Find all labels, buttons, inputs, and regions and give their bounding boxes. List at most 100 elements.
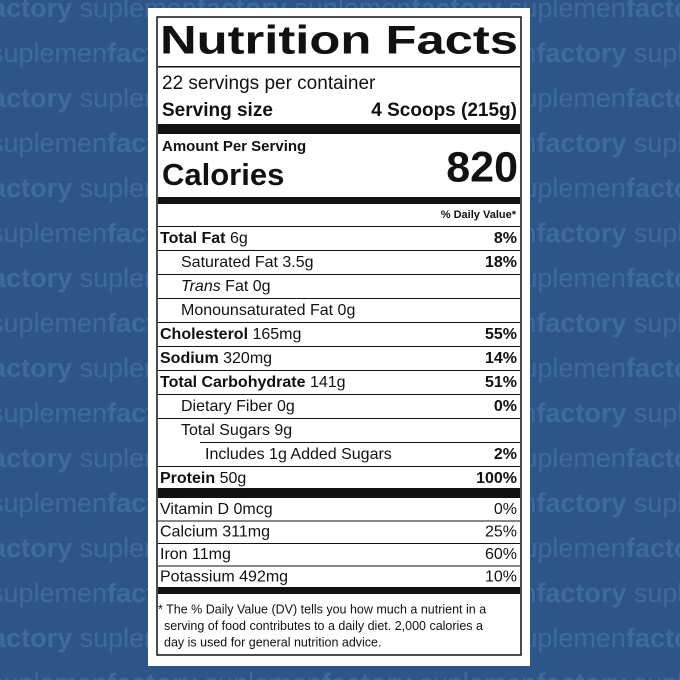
watermark-gap (197, 668, 205, 680)
nutrient-dv: 18% (485, 254, 517, 271)
nutrient: Total Sugars 9g (181, 422, 292, 439)
nutrient: Total Carbohydrate 141g (160, 374, 346, 391)
footnote: * The % Daily Value (DV) tells you how m… (158, 602, 486, 649)
thick-bar (158, 124, 520, 134)
watermark-light: suplemen (634, 308, 680, 338)
watermark-light: suplemen (0, 308, 107, 338)
title: Nutrition Facts (160, 19, 518, 63)
watermark-bold: factory (0, 173, 72, 203)
nutrient: Includes 1g Added Sugars (205, 446, 392, 463)
watermark-bold: factory (626, 623, 680, 653)
watermark-light: suplemen (634, 128, 680, 158)
nutrient-name: Includes 1g Added Sugars (205, 446, 392, 463)
vitamin-dv: 25% (485, 524, 517, 541)
row-rule (200, 442, 520, 443)
nutrient-dv: 51% (485, 374, 517, 391)
row-rule (158, 520, 520, 522)
watermark-bold: factory (626, 83, 680, 113)
nutrient-dv: 55% (485, 326, 517, 343)
row-rule (158, 346, 520, 347)
vitamin-name: Vitamin D (160, 501, 229, 518)
footnote-line: day is used for general nutrition advice… (164, 635, 382, 649)
nutrient: Monounsaturated Fat 0g (181, 302, 355, 319)
nutrient-dv: 100% (476, 470, 517, 487)
nutrient-amount: 0g (277, 398, 295, 415)
nutrient-amount: 141g (310, 374, 346, 391)
nutrient-name: Monounsaturated Fat (181, 302, 334, 319)
nutrient-dv: 0% (494, 398, 517, 415)
nutrient-name: Sodium (160, 350, 219, 367)
nutrient-dv: 8% (494, 230, 517, 247)
nutrient-dv: 14% (485, 350, 517, 367)
watermark-light: suplemen (634, 398, 680, 428)
watermark-bold: factory (536, 578, 626, 608)
nutrient-amount: 0g (338, 302, 356, 319)
watermark-bold: factory (0, 353, 72, 383)
thick-bar (158, 587, 520, 594)
watermark-bold: factory (626, 353, 680, 383)
watermark-bold: factory (107, 668, 197, 680)
row-rule (158, 250, 520, 251)
dv-header: % Daily Value* (441, 209, 517, 221)
watermark-light: suplemen (509, 0, 626, 23)
row-rule (158, 370, 520, 371)
vitamin: Vitamin D 0mcg (160, 501, 273, 518)
watermark-gap (626, 38, 634, 68)
nutrient: Total Fat 6g (160, 230, 248, 247)
nutrient-name: Fat (225, 278, 249, 295)
watermark-bold: factory (536, 398, 626, 428)
label-panel (148, 8, 530, 666)
watermark-gap (626, 578, 634, 608)
vitamin-name: Calcium (160, 524, 218, 541)
nutrient-name: Cholesterol (160, 326, 248, 343)
nutrient-amount: 165mg (252, 326, 301, 343)
watermark-gap (626, 488, 634, 518)
calories: 820 (446, 143, 518, 191)
watermark-light: suplemen (0, 38, 107, 68)
vitamin-amount: 0mcg (234, 501, 273, 518)
nutrient: Dietary Fiber 0g (181, 398, 295, 415)
row-rule (158, 466, 520, 467)
watermark-light: suplemen (0, 668, 107, 680)
vitamin: Calcium 311mg (160, 524, 270, 541)
watermark-light: suplemen (0, 398, 107, 428)
watermark-light: suplemen (0, 578, 107, 608)
nutrient-amount: 9g (274, 422, 292, 439)
calories-label: Calories (162, 157, 284, 192)
watermark-bold: factory (626, 533, 680, 563)
amount-per-serving: Amount Per Serving (162, 138, 306, 155)
nutrient: Saturated Fat 3.5g (181, 254, 314, 271)
vitamin-name: Potassium (160, 569, 235, 586)
watermark-bold: factory (0, 443, 72, 473)
watermark-light: suplemen (0, 128, 107, 158)
vitamin-name: Iron (160, 546, 188, 563)
watermark-gap (72, 263, 80, 293)
nutrient: Sodium 320mg (160, 350, 272, 367)
vitamin-amount: 311mg (222, 524, 270, 541)
watermark-gap (626, 128, 634, 158)
watermark-light: suplemen (634, 38, 680, 68)
row-rule (158, 394, 520, 395)
vitamin: Potassium 492mg (160, 569, 288, 586)
vitamin-dv: 60% (485, 546, 517, 563)
watermark-bold: factory (0, 83, 72, 113)
nutrient-name: Total Fat (160, 230, 226, 247)
nutrient-amount: 6g (230, 230, 248, 247)
vitamin-amount: 11mg (192, 546, 231, 563)
watermark-gap (72, 83, 80, 113)
nutrient-amount: 320mg (223, 350, 272, 367)
watermark-bold: factory (322, 668, 412, 680)
watermark-light: suplemen (634, 668, 680, 680)
nutrient-amount: 0g (253, 278, 271, 295)
watermark-gap (72, 0, 80, 23)
nutrient-rows: Total Fat 6g 8% Saturated Fat 3.5g 18% Trans… (158, 226, 520, 586)
watermark-bold: factory (0, 263, 72, 293)
watermark-gap (626, 668, 634, 680)
rule (158, 66, 520, 68)
watermark-gap (626, 398, 634, 428)
nutrient: Protein 50g (160, 470, 246, 487)
row-rule (158, 226, 520, 227)
footnote-line: serving of food contributes to a daily d… (164, 619, 483, 633)
watermark-bold: factory (536, 128, 626, 158)
